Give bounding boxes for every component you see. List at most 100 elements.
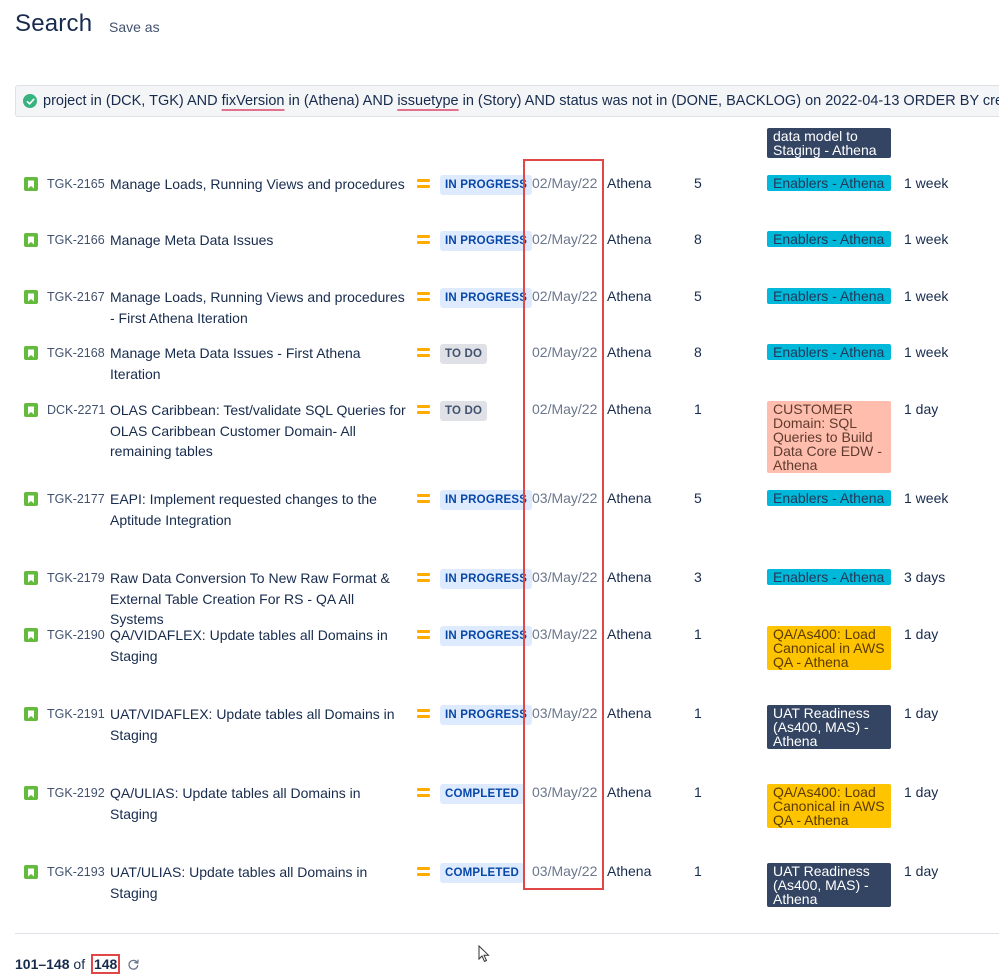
story-points: 5	[694, 288, 702, 304]
story-points: 1	[694, 784, 702, 800]
epic-badge[interactable]: UAT Readiness (As400, MAS) - Athena	[767, 705, 891, 749]
priority-medium-icon	[417, 709, 430, 718]
table-row: TGK-2191 UAT/VIDAFLEX: Update tables all …	[0, 704, 999, 764]
epic-badge[interactable]: Enablers - Athena	[767, 490, 891, 506]
page-title: Search	[15, 10, 93, 37]
original-estimate: 3 days	[904, 569, 946, 585]
story-points: 5	[694, 490, 702, 506]
epic-badge-partial[interactable]: data model to Staging - Athena	[767, 128, 891, 158]
original-estimate: 1 day	[904, 401, 939, 417]
epic-badge[interactable]: UAT Readiness (As400, MAS) - Athena	[767, 863, 891, 907]
epic-badge[interactable]: Enablers - Athena	[767, 175, 891, 191]
issue-summary-link[interactable]: EAPI: Implement requested changes to the…	[110, 491, 377, 528]
story-points: 8	[694, 344, 702, 360]
fix-version: Athena	[607, 863, 652, 879]
mouse-cursor-icon	[478, 944, 490, 968]
priority-medium-icon	[417, 630, 430, 639]
priority-medium-icon	[417, 292, 430, 301]
issue-key-link[interactable]: DCK-2271	[47, 403, 106, 417]
fix-version: Athena	[607, 401, 652, 417]
issue-summary-link[interactable]: Manage Loads, Running Views and procedur…	[110, 176, 405, 192]
story-points: 1	[694, 705, 702, 721]
issue-key-link[interactable]: TGK-2165	[47, 177, 105, 191]
fix-version: Athena	[607, 784, 652, 800]
story-points: 1	[694, 863, 702, 879]
status-lozenge: IN PROGRESS	[440, 626, 533, 646]
status-lozenge: IN PROGRESS	[440, 231, 533, 251]
issue-key-link[interactable]: TGK-2179	[47, 571, 105, 585]
original-estimate: 1 week	[904, 288, 949, 304]
bookmark-icon	[24, 628, 38, 642]
epic-badge[interactable]: Enablers - Athena	[767, 231, 891, 247]
created-date: 02/May/22	[532, 231, 598, 247]
created-date: 02/May/22	[532, 175, 598, 191]
story-points: 8	[694, 231, 702, 247]
issue-key-link[interactable]: TGK-2168	[47, 346, 105, 360]
table-row: TGK-2190 QA/VIDAFLEX: Update tables all D…	[0, 625, 999, 685]
status-lozenge: IN PROGRESS	[440, 175, 533, 195]
fix-version: Athena	[607, 569, 652, 585]
bookmark-icon	[24, 403, 38, 417]
epic-badge[interactable]: Enablers - Athena	[767, 344, 891, 360]
bookmark-icon	[24, 177, 38, 191]
original-estimate: 1 day	[904, 863, 939, 879]
table-row: TGK-2167 Manage Loads, Running Views and …	[0, 287, 999, 347]
created-date: 02/May/22	[532, 288, 598, 304]
fix-version: Athena	[607, 231, 652, 247]
story-points: 5	[694, 175, 702, 191]
table-row: TGK-2166 Manage Meta Data Issues IN PROGRE…	[0, 230, 999, 290]
issue-summary-link[interactable]: Manage Loads, Running Views and procedur…	[110, 289, 405, 326]
status-lozenge: TO DO	[440, 401, 488, 421]
table-row: TGK-2179 Raw Data Conversion To New Raw F…	[0, 568, 999, 628]
bookmark-icon	[24, 865, 38, 879]
issue-summary-link[interactable]: UAT/ULIAS: Update tables all Domains in …	[110, 864, 368, 901]
issue-key-link[interactable]: TGK-2167	[47, 290, 105, 304]
issue-summary-link[interactable]: QA/VIDAFLEX: Update tables all Domains i…	[110, 627, 388, 664]
status-lozenge: IN PROGRESS	[440, 288, 533, 308]
issue-summary-link[interactable]: Raw Data Conversion To New Raw Format & …	[110, 570, 390, 627]
bookmark-icon	[24, 346, 38, 360]
issue-key-link[interactable]: TGK-2166	[47, 233, 105, 247]
original-estimate: 1 day	[904, 784, 939, 800]
pagination: 101–148 of 148	[15, 954, 140, 974]
priority-medium-icon	[417, 788, 430, 797]
epic-badge[interactable]: QA/As400: Load Canonical in AWS QA - Ath…	[767, 626, 891, 670]
status-lozenge: IN PROGRESS	[440, 490, 533, 510]
jql-query-field[interactable]: project in (DCK, TGK) AND fixVersion in …	[15, 85, 999, 117]
issue-key-link[interactable]: TGK-2193	[47, 865, 105, 879]
issue-summary-link[interactable]: Manage Meta Data Issues	[110, 232, 274, 248]
jql-text: project in (DCK, TGK) AND fixVersion in …	[43, 93, 999, 109]
epic-badge[interactable]: Enablers - Athena	[767, 288, 891, 304]
status-lozenge: COMPLETED	[440, 863, 524, 883]
table-row: TGK-2192 QA/ULIAS: Update tables all Doma…	[0, 783, 999, 843]
epic-badge[interactable]: Enablers - Athena	[767, 569, 891, 585]
issue-summary-link[interactable]: QA/ULIAS: Update tables all Domains in S…	[110, 785, 361, 822]
issue-summary-link[interactable]: Manage Meta Data Issues - First Athena I…	[110, 345, 361, 382]
fix-version: Athena	[607, 175, 652, 191]
save-as-button[interactable]: Save as	[109, 19, 160, 35]
pagination-of: of	[73, 956, 86, 972]
priority-medium-icon	[417, 494, 430, 503]
original-estimate: 1 week	[904, 231, 949, 247]
priority-medium-icon	[417, 235, 430, 244]
bookmark-icon	[24, 571, 38, 585]
issue-key-link[interactable]: TGK-2177	[47, 492, 105, 506]
refresh-icon[interactable]	[127, 958, 140, 974]
table-row: TGK-2165 Manage Loads, Running Views and …	[0, 174, 999, 234]
status-lozenge: COMPLETED	[440, 784, 524, 804]
issue-key-link[interactable]: TGK-2190	[47, 628, 105, 642]
created-date: 02/May/22	[532, 401, 598, 417]
epic-badge[interactable]: CUSTOMER Domain: SQL Queries to Build Da…	[767, 401, 891, 473]
issue-key-link[interactable]: TGK-2191	[47, 707, 105, 721]
epic-badge[interactable]: QA/As400: Load Canonical in AWS QA - Ath…	[767, 784, 891, 828]
bookmark-icon	[24, 786, 38, 800]
issue-summary-link[interactable]: UAT/VIDAFLEX: Update tables all Domains …	[110, 706, 395, 743]
issue-summary-link[interactable]: OLAS Caribbean: Test/validate SQL Querie…	[110, 402, 406, 459]
original-estimate: 1 week	[904, 175, 949, 191]
table-row: TGK-2168 Manage Meta Data Issues - First …	[0, 343, 999, 403]
status-lozenge: IN PROGRESS	[440, 705, 533, 725]
bookmark-icon	[24, 492, 38, 506]
fix-version: Athena	[607, 288, 652, 304]
table-divider	[15, 933, 999, 934]
issue-key-link[interactable]: TGK-2192	[47, 786, 105, 800]
